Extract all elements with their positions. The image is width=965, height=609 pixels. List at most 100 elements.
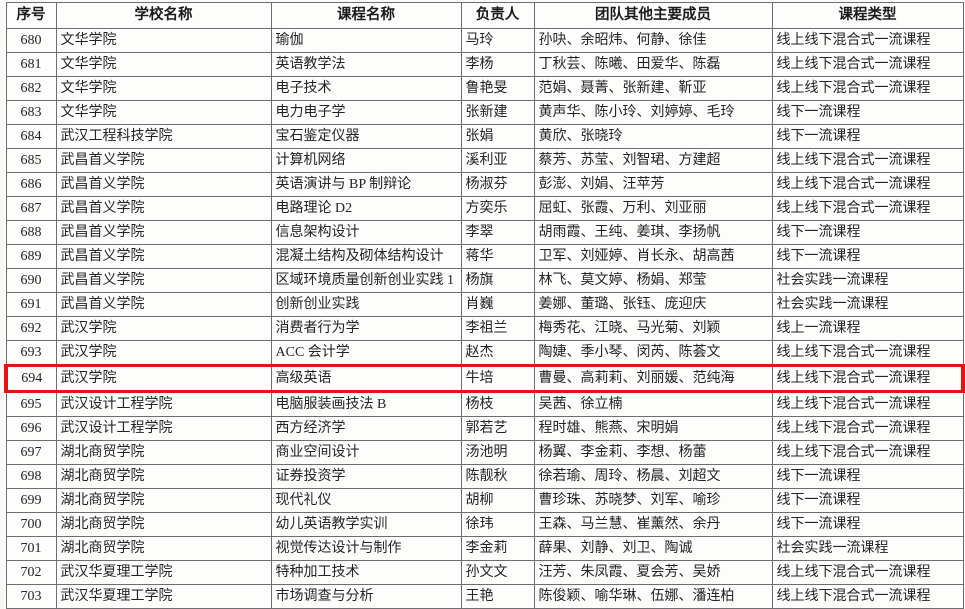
cell-course: 证券投资学 xyxy=(270,464,462,489)
cell-members: 曹珍珠、苏晓梦、刘军、喻珍 xyxy=(533,488,773,513)
cell-school: 文华学院 xyxy=(55,28,272,53)
table-row: 703 武汉华夏理工学院 市场调查与分析 王艳 陈俊颖、喻华琳、伍娜、潘连柏 线上线下混合… xyxy=(5,584,964,609)
cell-school: 湖北商贸学院 xyxy=(55,488,272,513)
cell-course: 电力电子学 xyxy=(270,100,462,125)
table-header-row: 序号 学校名称 课程名称 负责人 团队其他主要成员 课程类型 xyxy=(5,2,964,29)
cell-school: 文华学院 xyxy=(55,100,272,125)
cell-no: 696 xyxy=(5,416,57,441)
cell-course: 混凝土结构及砌体结构设计 xyxy=(270,244,462,269)
cell-school: 武汉设计工程学院 xyxy=(55,416,272,441)
cell-no: 697 xyxy=(5,440,57,465)
cell-school: 湖北商贸学院 xyxy=(55,464,272,489)
cell-type: 社会实践一流课程 xyxy=(771,292,964,317)
cell-no: 702 xyxy=(5,560,57,585)
table-row: 689 武昌首义学院 混凝土结构及砌体结构设计 蒋华 卫军、刘娅婷、肖长永、胡高茜 线下一… xyxy=(5,244,964,269)
cell-members: 陈俊颖、喻华琳、伍娜、潘连柏 xyxy=(533,584,773,609)
cell-course: 英语演讲与 BP 制辩论 xyxy=(270,172,462,197)
table-row: 697 湖北商贸学院 商业空间设计 汤池明 杨翼、李金莉、李想、杨蕾 线上线下混合式一流课… xyxy=(5,440,964,465)
table-row: 686 武昌首义学院 英语演讲与 BP 制辩论 杨淑芬 彭澎、刘娟、汪苹芳 线上线下混合式… xyxy=(5,172,964,197)
cell-school: 武汉华夏理工学院 xyxy=(55,560,272,585)
cell-course: 现代礼仪 xyxy=(270,488,462,513)
cell-type: 线下一流课程 xyxy=(771,464,964,489)
cell-school: 武昌首义学院 xyxy=(55,268,272,293)
cell-members: 彭澎、刘娟、汪苹芳 xyxy=(533,172,773,197)
cell-leader: 李杨 xyxy=(460,52,535,77)
table-row: 696 武汉设计工程学院 西方经济学 郭若艺 程时雄、熊燕、宋明娟 线上线下混合式一流课程 xyxy=(5,416,964,441)
table-row: 695 武汉设计工程学院 电脑服装画技法 B 杨枝 吴茜、徐立楠 线上线下混合式一流课程 xyxy=(5,391,964,417)
table-row: 693 武汉学院 ACC 会计学 赵杰 陶婕、季小琴、闵芮、陈荟文 线上线下混合式一流课程 xyxy=(5,340,964,366)
cell-leader: 李金莉 xyxy=(460,536,535,561)
cell-course: 电脑服装画技法 B xyxy=(270,391,462,417)
cell-no: 690 xyxy=(5,268,57,293)
cell-no: 688 xyxy=(5,220,57,245)
cell-course: 区域环境质量创新创业实践 1 xyxy=(270,268,462,293)
cell-type: 线上线下混合式一流课程 xyxy=(771,416,964,441)
cell-leader: 方奕乐 xyxy=(460,196,535,221)
cell-leader: 肖巍 xyxy=(460,292,535,317)
cell-no: 682 xyxy=(5,76,57,101)
table-row: 684 武汉工程科技学院 宝石鉴定仪器 张娟 黄欣、张晓玲 线下一流课程 xyxy=(5,124,964,149)
cell-school: 武汉学院 xyxy=(55,364,272,393)
cell-type: 线下一流课程 xyxy=(771,124,964,149)
table-row: 685 武昌首义学院 计算机网络 溪利亚 蔡芳、苏莹、刘智珺、方建超 线上线下混合式一流课… xyxy=(5,148,964,173)
table-row: 691 武昌首义学院 创新创业实践 肖巍 姜娜、董璐、张钰、庞迎庆 社会实践一流课程 xyxy=(5,292,964,317)
cell-type: 线上线下混合式一流课程 xyxy=(771,172,964,197)
cell-type: 社会实践一流课程 xyxy=(771,268,964,293)
cell-school: 武汉工程科技学院 xyxy=(55,124,272,149)
cell-members: 梅秀花、江晓、马光菊、刘颖 xyxy=(533,316,773,341)
table-row: 700 湖北商贸学院 幼儿英语教学实训 徐玮 王森、马兰慧、崔薰然、余丹 线下一流课程 xyxy=(5,512,964,537)
table-row: 683 文华学院 电力电子学 张新建 黄声华、陈小玲、刘婷婷、毛玲 线下一流课程 xyxy=(5,100,964,125)
header-cell-leader: 负责人 xyxy=(460,2,535,29)
cell-type: 线上一流课程 xyxy=(771,316,964,341)
header-cell-type: 课程类型 xyxy=(771,2,964,29)
cell-no: 700 xyxy=(5,512,57,537)
cell-leader: 赵杰 xyxy=(460,340,535,366)
cell-members: 范娟、聂菁、张新建、靳亚 xyxy=(533,76,773,101)
table-row: 692 武汉学院 消费者行为学 李祖兰 梅秀花、江晓、马光菊、刘颖 线上一流课程 xyxy=(5,316,964,341)
table-row: 680 文华学院 瑜伽 马玲 孙吷、余昭炜、何静、徐佳 线上线下混合式一流课程 xyxy=(5,28,964,53)
header-cell-course: 课程名称 xyxy=(270,2,462,29)
cell-members: 林飞、莫文婷、杨娟、郑莹 xyxy=(533,268,773,293)
cell-school: 武昌首义学院 xyxy=(55,196,272,221)
cell-school: 湖北商贸学院 xyxy=(55,536,272,561)
cell-type: 线上线下混合式一流课程 xyxy=(771,340,964,366)
cell-members: 黄声华、陈小玲、刘婷婷、毛玲 xyxy=(533,100,773,125)
cell-members: 吴茜、徐立楠 xyxy=(533,391,773,417)
cell-members: 屈虹、张霞、万利、刘亚丽 xyxy=(533,196,773,221)
cell-course: 市场调查与分析 xyxy=(270,584,462,609)
cell-course: 电子技术 xyxy=(270,76,462,101)
cell-members: 陶婕、季小琴、闵芮、陈荟文 xyxy=(533,340,773,366)
cell-school: 武昌首义学院 xyxy=(55,292,272,317)
cell-leader: 汤池明 xyxy=(460,440,535,465)
cell-course: 商业空间设计 xyxy=(270,440,462,465)
cell-type: 线上线下混合式一流课程 xyxy=(771,28,964,53)
cell-members: 黄欣、张晓玲 xyxy=(533,124,773,149)
cell-members: 蔡芳、苏莹、刘智珺、方建超 xyxy=(533,148,773,173)
cell-leader: 胡柳 xyxy=(460,488,535,513)
cell-no: 685 xyxy=(5,148,57,173)
cell-no: 692 xyxy=(5,316,57,341)
cell-leader: 杨枝 xyxy=(460,391,535,417)
cell-leader: 杨旗 xyxy=(460,268,535,293)
cell-type: 线下一流课程 xyxy=(771,244,964,269)
cell-members: 王森、马兰慧、崔薰然、余丹 xyxy=(533,512,773,537)
cell-leader: 蒋华 xyxy=(460,244,535,269)
cell-school: 武汉设计工程学院 xyxy=(55,391,272,417)
table-row: 681 文华学院 英语教学法 李杨 丁秋芸、陈曦、田爱华、陈磊 线上线下混合式一流课程 xyxy=(5,52,964,77)
cell-no: 695 xyxy=(5,391,57,417)
cell-no: 687 xyxy=(5,196,57,221)
cell-type: 线上线下混合式一流课程 xyxy=(771,148,964,173)
cell-course: ACC 会计学 xyxy=(270,340,462,366)
cell-type: 线上线下混合式一流课程 xyxy=(771,76,964,101)
cell-course: 特种加工技术 xyxy=(270,560,462,585)
cell-members: 曹曼、高莉莉、刘丽媛、范纯海 xyxy=(533,364,773,393)
cell-school: 文华学院 xyxy=(55,76,272,101)
cell-no: 698 xyxy=(5,464,57,489)
cell-course: 西方经济学 xyxy=(270,416,462,441)
table-row: 688 武昌首义学院 信息架构设计 李翠 胡雨霞、王纯、姜琪、李扬帆 线下一流课程 xyxy=(5,220,964,245)
cell-type: 线上线下混合式一流课程 xyxy=(771,440,964,465)
cell-type: 线上线下混合式一流课程 xyxy=(771,52,964,77)
cell-course: 宝石鉴定仪器 xyxy=(270,124,462,149)
cell-course: 视觉传达设计与制作 xyxy=(270,536,462,561)
cell-course: 电路理论 D2 xyxy=(270,196,462,221)
